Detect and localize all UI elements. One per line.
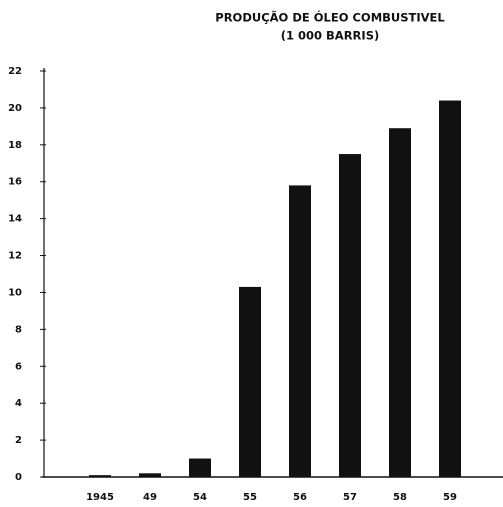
bar bbox=[139, 473, 161, 477]
y-tick-label: 4 bbox=[15, 398, 22, 409]
x-tick-label: 56 bbox=[293, 492, 307, 503]
x-tick-label: 59 bbox=[443, 492, 457, 503]
x-tick-label: 1945 bbox=[86, 492, 114, 503]
y-tick-label: 12 bbox=[8, 251, 22, 262]
y-tick-label: 22 bbox=[8, 66, 22, 77]
y-tick-label: 8 bbox=[15, 324, 22, 335]
x-tick-label: 57 bbox=[343, 492, 357, 503]
bar bbox=[389, 128, 411, 477]
bar bbox=[339, 154, 361, 477]
chart-title: PRODUÇÃO DE ÓLEO COMBUSTIVEL bbox=[215, 10, 445, 25]
y-tick-label: 0 bbox=[15, 472, 22, 483]
bar bbox=[89, 475, 111, 477]
y-tick-label: 20 bbox=[8, 103, 22, 114]
y-tick-label: 6 bbox=[15, 361, 22, 372]
x-tick-label: 55 bbox=[243, 492, 257, 503]
x-tick-label: 54 bbox=[193, 492, 207, 503]
bar bbox=[239, 286, 261, 477]
y-tick-label: 18 bbox=[8, 140, 22, 151]
x-tick-label: 58 bbox=[393, 492, 407, 503]
bar bbox=[289, 185, 311, 477]
y-tick-label: 16 bbox=[8, 177, 22, 188]
y-tick-label: 2 bbox=[15, 435, 22, 446]
bar bbox=[439, 100, 461, 477]
chart-subtitle: (1 000 BARRIS) bbox=[281, 29, 379, 43]
y-tick-label: 10 bbox=[8, 287, 22, 298]
x-tick-label: 49 bbox=[143, 492, 157, 503]
bar bbox=[189, 458, 211, 477]
y-tick-label: 14 bbox=[8, 214, 22, 225]
